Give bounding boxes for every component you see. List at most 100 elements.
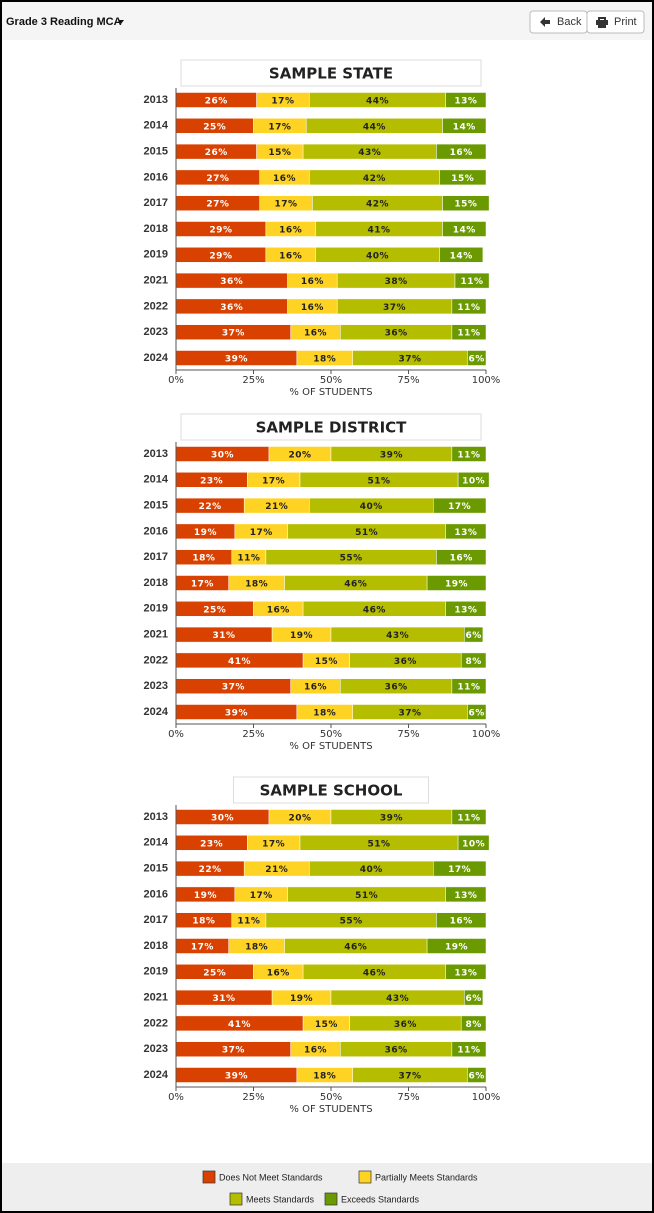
- bar-label: 13%: [454, 528, 477, 538]
- bar-label: 22%: [199, 502, 222, 512]
- chart-title: SAMPLE SCHOOL: [260, 782, 403, 800]
- year-label: 2019: [144, 603, 168, 615]
- bar-label: 27%: [206, 174, 229, 184]
- bar-label: 18%: [313, 355, 336, 365]
- x-axis-title: % OF STUDENTS: [289, 387, 372, 398]
- bar-label: 31%: [213, 631, 236, 641]
- year-label: 2022: [144, 654, 168, 666]
- bar-segment: [451, 324, 487, 340]
- year-label: 2017: [144, 914, 168, 926]
- x-tick-label: 100%: [472, 375, 501, 386]
- bar-label: 15%: [268, 148, 291, 158]
- year-label: 2017: [144, 551, 168, 563]
- year-label: 2021: [144, 992, 168, 1004]
- bar-label: 16%: [304, 1046, 327, 1056]
- bar-label: 30%: [211, 451, 234, 461]
- bar-label: 55%: [340, 554, 363, 564]
- chart-title-box: [233, 776, 429, 804]
- bar-label: 11%: [457, 303, 480, 313]
- bar-label: 41%: [228, 1020, 251, 1030]
- print-label[interactable]: Print: [614, 16, 637, 28]
- back-label[interactable]: Back: [557, 16, 582, 28]
- year-label: 2015: [144, 863, 168, 875]
- bar-label: 20%: [288, 451, 311, 461]
- year-label: 2024: [144, 706, 169, 718]
- year-label: 2024: [144, 1069, 169, 1081]
- year-label: 2022: [144, 1017, 168, 1029]
- bar-label: 16%: [450, 917, 473, 927]
- bar-segment: [442, 221, 487, 237]
- year-label: 2013: [144, 448, 168, 460]
- bar-label: 16%: [301, 303, 324, 313]
- bar-label: 26%: [205, 97, 228, 107]
- year-label: 2016: [144, 525, 168, 537]
- bar-label: 16%: [304, 683, 327, 693]
- bar-label: 23%: [200, 839, 223, 849]
- bar-label: 51%: [355, 891, 378, 901]
- bar-label: 31%: [213, 994, 236, 1004]
- x-tick-label: 50%: [320, 729, 342, 740]
- legend-label: Exceeds Standards: [341, 1194, 420, 1204]
- bar-segment: [454, 272, 490, 289]
- bar-segment: [464, 626, 484, 643]
- bar-segment: [445, 886, 487, 903]
- bar-label: 16%: [279, 226, 302, 236]
- bar-label: 46%: [363, 605, 386, 615]
- bar-label: 11%: [237, 917, 260, 927]
- x-tick-label: 75%: [397, 1092, 419, 1103]
- bar-segment: [451, 298, 487, 315]
- bar-label: 42%: [363, 174, 386, 184]
- bar-segment: [436, 143, 487, 160]
- bar-label: 36%: [385, 683, 408, 693]
- bar-segment: [439, 169, 487, 186]
- bar-label: 29%: [209, 251, 232, 261]
- x-tick-label: 25%: [242, 729, 264, 740]
- bar-label: 27%: [206, 200, 229, 210]
- bar-segment: [445, 964, 487, 980]
- year-label: 2019: [144, 966, 168, 978]
- bar-label: 26%: [205, 148, 228, 158]
- x-tick-label: 0%: [168, 375, 184, 386]
- bar-label: 18%: [313, 709, 336, 719]
- bar-label: 13%: [454, 97, 477, 107]
- bar-label: 6%: [469, 709, 485, 719]
- year-label: 2021: [144, 275, 168, 287]
- year-label: 2024: [144, 352, 169, 364]
- legend-swatch: [358, 1170, 372, 1184]
- bar-segment: [451, 446, 487, 462]
- year-label: 2013: [144, 94, 168, 106]
- bar-segment: [445, 523, 487, 540]
- bar-label: 37%: [383, 303, 406, 313]
- bar-label: 23%: [200, 476, 223, 486]
- bar-label: 17%: [448, 865, 471, 875]
- bar-label: 46%: [344, 580, 367, 590]
- bar-label: 18%: [245, 943, 268, 953]
- bar-label: 25%: [203, 605, 226, 615]
- report-title[interactable]: Grade 3 Reading MCA: [6, 16, 122, 28]
- bar-label: 17%: [262, 476, 285, 486]
- bar-label: 6%: [469, 355, 485, 365]
- bar-segment: [451, 1041, 487, 1057]
- bar-label: 40%: [366, 251, 389, 261]
- year-label: 2014: [144, 837, 169, 849]
- chart-title-box: [180, 413, 482, 441]
- x-tick-label: 0%: [168, 1092, 184, 1103]
- year-label: 2015: [144, 500, 168, 512]
- x-tick-label: 100%: [472, 1092, 501, 1103]
- bar-label: 11%: [461, 277, 484, 287]
- x-tick-label: 100%: [472, 729, 501, 740]
- bar-label: 25%: [203, 122, 226, 132]
- bar-label: 17%: [262, 839, 285, 849]
- bar-label: 11%: [457, 1046, 480, 1056]
- year-label: 2019: [144, 249, 168, 261]
- bar-label: 14%: [453, 226, 476, 236]
- bar-label: 11%: [457, 814, 480, 824]
- year-label: 2023: [144, 1043, 168, 1055]
- bar-segment: [467, 350, 487, 366]
- bar-label: 11%: [457, 329, 480, 339]
- bar-label: 8%: [465, 657, 481, 667]
- bar-label: 19%: [194, 528, 217, 538]
- bar-label: 17%: [250, 528, 273, 538]
- year-label: 2014: [144, 120, 169, 132]
